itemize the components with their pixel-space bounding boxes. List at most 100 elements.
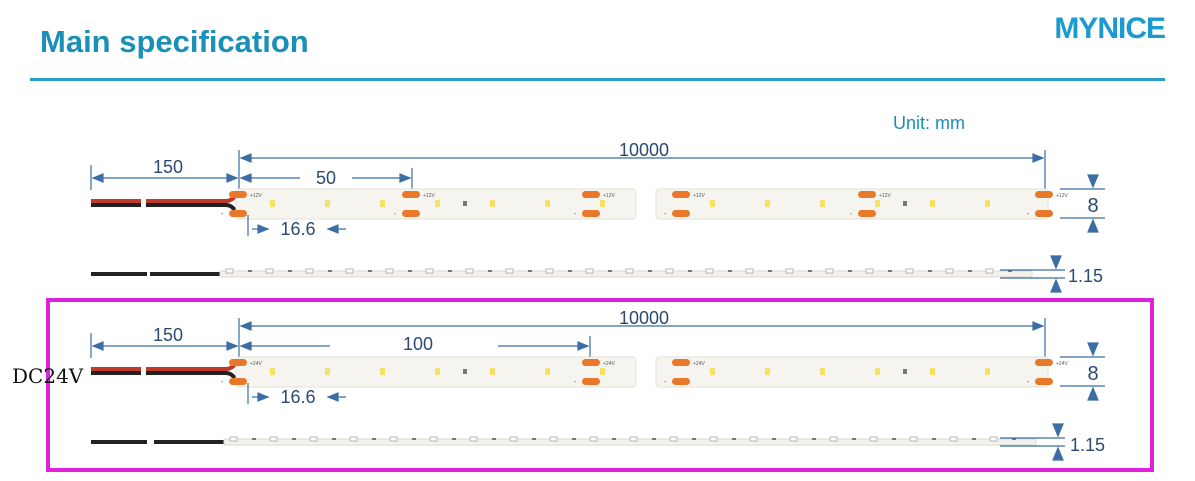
- led-profile: [789, 436, 798, 442]
- strip-length-label: 10000: [619, 140, 669, 160]
- led-profile: [669, 436, 678, 442]
- solder-pad: [858, 210, 876, 217]
- solder-pad: [229, 378, 247, 385]
- minus-mark: -: [574, 211, 577, 218]
- led-strip-top-view: +12V - +12V - +12V - +12V - +12V - +12V -: [221, 188, 1068, 220]
- led-chip: [270, 368, 275, 375]
- led-chip: [765, 368, 770, 375]
- led-strip-side-view: [91, 268, 1033, 278]
- resistor-profile: [888, 270, 892, 272]
- minus-mark: -: [1027, 379, 1030, 386]
- solder-pad: [402, 210, 420, 217]
- led-chip: [600, 200, 605, 207]
- led-pitch-dimension: [247, 383, 346, 404]
- resistor-profile: [968, 270, 972, 272]
- led-chip: [820, 368, 825, 375]
- diagram-24v: 150 10000 100 +24V - +24V - +24V - +24V -: [90, 308, 1105, 461]
- led-profile: [989, 436, 998, 442]
- minus-mark: -: [221, 211, 224, 218]
- strip-length-label: 10000: [619, 308, 669, 328]
- led-profile: [745, 268, 754, 274]
- minus-mark: -: [394, 211, 397, 218]
- minus-mark: -: [221, 379, 224, 386]
- resistor-profile: [728, 270, 732, 272]
- led-chip: [435, 200, 440, 207]
- led-profile: [429, 436, 438, 442]
- voltage-mark: +12V: [423, 193, 435, 199]
- brand-logo: MYNICE: [1054, 12, 1166, 45]
- resistor-profile: [572, 438, 576, 440]
- led-chip: [325, 368, 330, 375]
- resistor-profile: [292, 438, 296, 440]
- minus-mark: -: [574, 379, 577, 386]
- resistor-profile: [892, 438, 896, 440]
- resistor-profile: [288, 270, 292, 272]
- resistor: [463, 369, 467, 374]
- resistor-profile: [408, 270, 412, 272]
- voltage-mark: +12V: [879, 193, 891, 199]
- solder-pad: [229, 359, 247, 366]
- led-profile: [229, 436, 238, 442]
- solder-pad: [582, 191, 600, 198]
- resistor-profile: [1008, 270, 1012, 272]
- resistor-profile: [368, 270, 372, 272]
- led-chip: [545, 368, 550, 375]
- led-profile: [269, 436, 278, 442]
- led-profile: [749, 436, 758, 442]
- solder-pad: [582, 359, 600, 366]
- power-cable: [91, 193, 238, 214]
- led-chip: [875, 368, 880, 375]
- led-chip: [875, 200, 880, 207]
- led-profile: [505, 268, 514, 274]
- led-profile: [869, 436, 878, 442]
- resistor-profile: [532, 438, 536, 440]
- minus-mark: -: [664, 211, 667, 218]
- resistor-profile: [332, 438, 336, 440]
- thickness-dimension: [1000, 255, 1065, 293]
- voltage-label: DC24V: [12, 364, 84, 388]
- resistor-profile: [848, 270, 852, 272]
- led-profile: [265, 268, 274, 274]
- resistor-profile: [492, 438, 496, 440]
- resistor-profile: [692, 438, 696, 440]
- led-strip-side-view: [91, 436, 1037, 446]
- led-chip: [380, 200, 385, 207]
- led-profile: [305, 268, 314, 274]
- led-profile: [625, 268, 634, 274]
- resistor-profile: [648, 270, 652, 272]
- led-profile: [469, 436, 478, 442]
- led-profile: [825, 268, 834, 274]
- solder-pad: [858, 191, 876, 198]
- resistor-profile: [328, 270, 332, 272]
- thickness-label: 1.15: [1068, 266, 1103, 286]
- resistor-profile: [452, 438, 456, 440]
- resistor-profile: [932, 438, 936, 440]
- led-profile: [829, 436, 838, 442]
- resistor: [903, 369, 907, 374]
- resistor-profile: [612, 438, 616, 440]
- width-label: 8: [1087, 195, 1098, 217]
- thickness-dimension: [1000, 423, 1065, 461]
- solder-pad: [672, 359, 690, 366]
- led-profile: [545, 268, 554, 274]
- resistor-profile: [372, 438, 376, 440]
- led-pitch-dimension: [247, 215, 346, 236]
- led-profile: [349, 436, 358, 442]
- resistor-profile: [568, 270, 572, 272]
- led-profile: [225, 268, 234, 274]
- led-profile: [909, 436, 918, 442]
- led-pitch-label: 16.6: [280, 387, 315, 407]
- cut-unit-label: 50: [316, 168, 336, 188]
- voltage-mark: +24V: [250, 361, 262, 367]
- led-chip: [270, 200, 275, 207]
- strip-length-dimension: [239, 318, 1046, 358]
- voltage-mark: +24V: [1056, 361, 1068, 367]
- diagram-12v: 150 10000 50 +12V-+12V-+12V-+: [90, 140, 1105, 293]
- led-profile: [345, 268, 354, 274]
- voltage-mark: +24V: [603, 361, 615, 367]
- led-chip: [985, 200, 990, 207]
- resistor-profile: [448, 270, 452, 272]
- thickness-label: 1.15: [1070, 435, 1105, 455]
- resistor-profile: [812, 438, 816, 440]
